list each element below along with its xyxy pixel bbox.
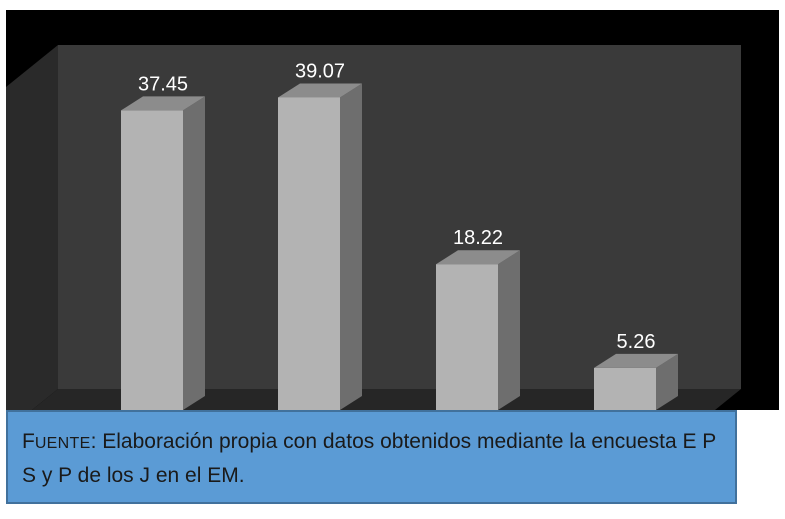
caption-source-initial: F (22, 430, 35, 453)
bar-front-face (121, 110, 183, 410)
bar-front-face (278, 97, 340, 410)
floor (32, 389, 741, 410)
bar-chart: 37.45 39.07 18.22 5.26 (6, 45, 741, 410)
data-label: 37.45 (138, 73, 188, 95)
bar-front-face (594, 367, 656, 410)
bar-top-face (278, 83, 362, 98)
data-labels: 37.45 39.07 18.22 5.26 (138, 60, 656, 352)
bar-1 (121, 96, 205, 410)
back-wall (58, 45, 741, 389)
bar-3 (436, 250, 520, 410)
data-label: 5.26 (617, 331, 656, 353)
bar-series (121, 83, 678, 410)
bar-top-face (594, 353, 678, 368)
data-label: 18.22 (453, 227, 503, 249)
bar-side-face (340, 83, 362, 410)
source-caption: Fuente: Elaboración propia con datos obt… (6, 410, 737, 504)
bar-top-face (121, 96, 205, 111)
caption-text: : Elaboración propia con datos obtenidos… (22, 430, 716, 487)
bar-side-face (498, 250, 520, 410)
data-label: 39.07 (295, 60, 345, 82)
chart-frame: 37.45 39.07 18.22 5.26 (6, 10, 779, 410)
bar-4 (594, 353, 678, 410)
chart-walls (6, 45, 741, 410)
bar-top-face (436, 250, 520, 265)
bar-side-face (656, 353, 678, 410)
caption-source-word: uente (34, 435, 91, 452)
bar-side-face (183, 96, 205, 410)
side-wall (6, 45, 58, 410)
bar-2 (278, 83, 362, 410)
bar-front-face (436, 264, 498, 410)
